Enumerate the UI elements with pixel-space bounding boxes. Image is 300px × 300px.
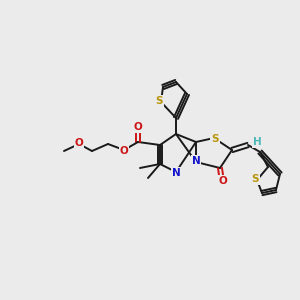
Text: N: N bbox=[192, 156, 200, 166]
Text: S: S bbox=[155, 96, 163, 106]
Text: H: H bbox=[253, 137, 261, 147]
Text: O: O bbox=[134, 122, 142, 132]
Text: O: O bbox=[75, 138, 83, 148]
Text: N: N bbox=[172, 168, 180, 178]
Text: S: S bbox=[251, 174, 259, 184]
Text: O: O bbox=[120, 146, 128, 156]
Text: S: S bbox=[211, 134, 219, 144]
Text: O: O bbox=[219, 176, 227, 186]
